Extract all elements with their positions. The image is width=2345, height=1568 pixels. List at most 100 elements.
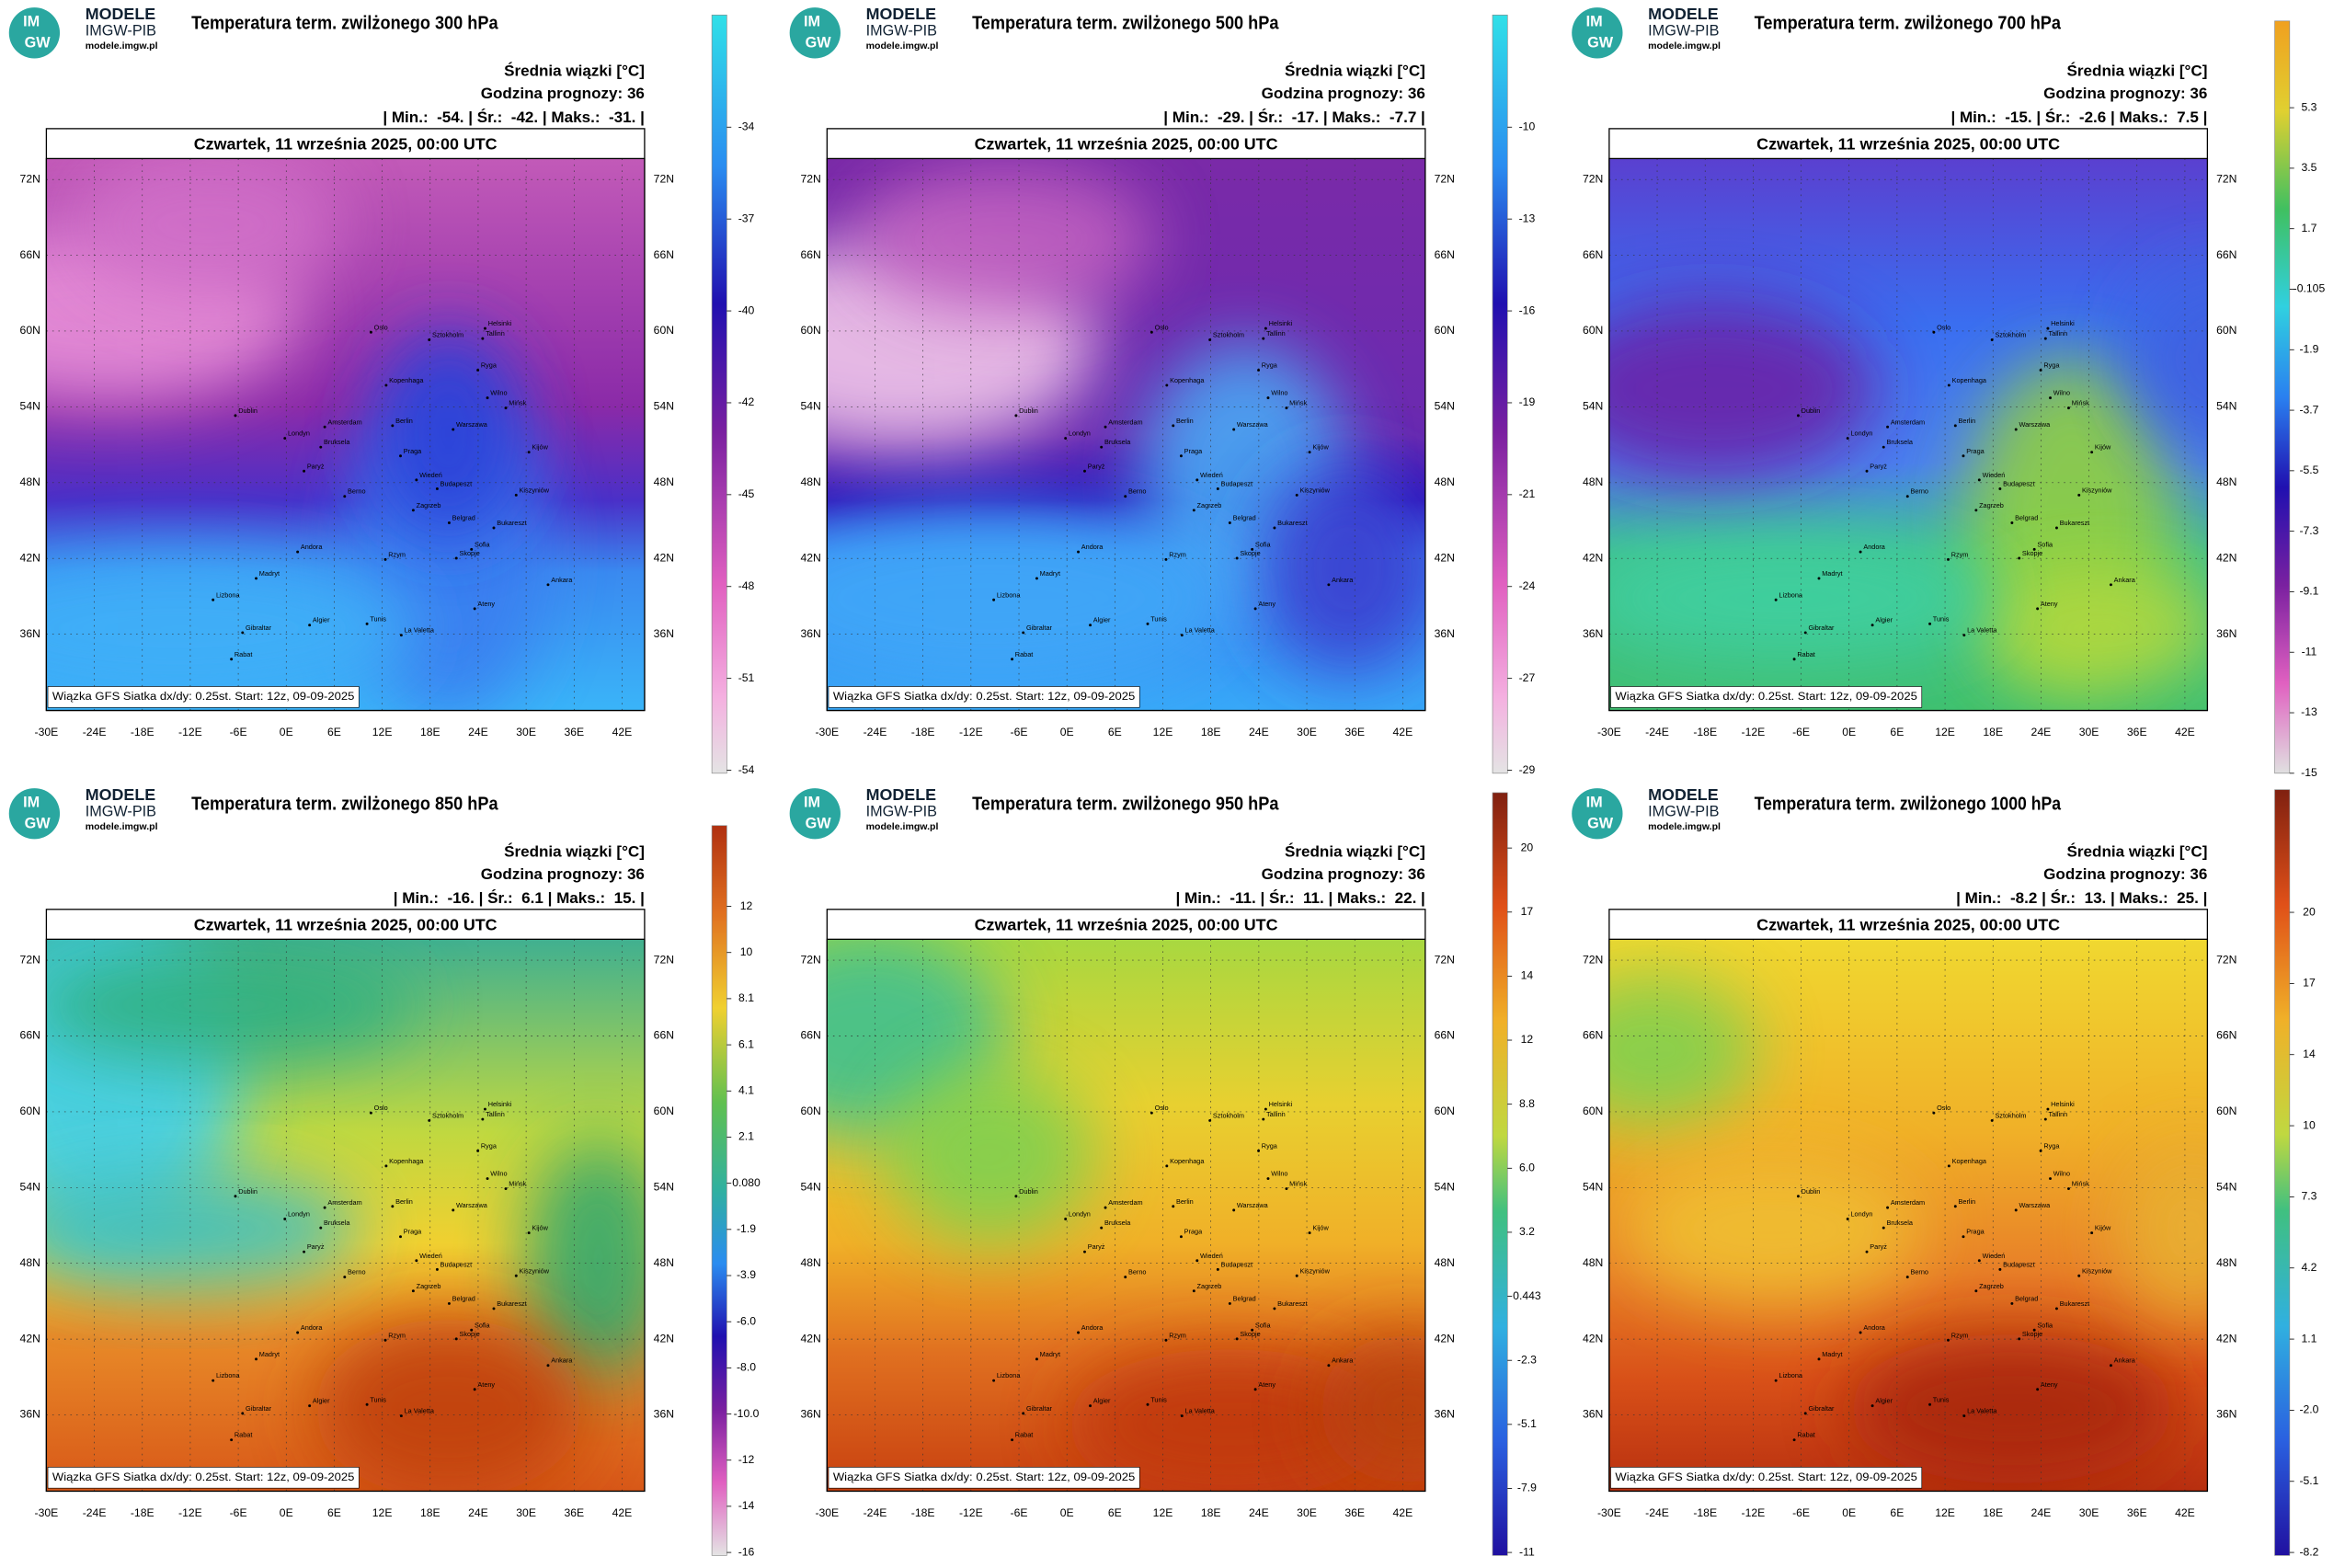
lat-label-right: 60N [2216, 1104, 2236, 1117]
city-label: Kiszyniów [520, 1266, 550, 1275]
lon-label: -6E [1792, 726, 1810, 738]
field-blob [827, 508, 1230, 689]
lat-label-left: 54N [20, 1181, 40, 1194]
city-dot [399, 634, 403, 637]
city-label: Sofia [475, 540, 491, 548]
city-label: Warszawa [2019, 1201, 2051, 1209]
colorbar-label: -8.0 [737, 1361, 756, 1374]
map-border [1608, 157, 2209, 712]
city-label: Ankara [2114, 1356, 2136, 1365]
city-dot [230, 658, 234, 661]
city-label: Kijów [532, 443, 548, 452]
city-label: Ankara [2114, 576, 2136, 584]
city-dot [1150, 1111, 1153, 1115]
city-dot [1266, 396, 1270, 400]
city-label: Dublin [1019, 1187, 1038, 1196]
lat-label-left: 36N [800, 627, 820, 640]
city-dot [399, 1414, 403, 1418]
date-header: Czwartek, 11 września 2025, 00:00 UTC [1756, 915, 2060, 933]
city-label: Tallinn [2049, 329, 2068, 338]
city-dot [2077, 1274, 2081, 1277]
city-label: Tunis [370, 614, 386, 623]
lat-label-right: 54N [2216, 1181, 2236, 1194]
city-label: Londyn [1069, 1210, 1091, 1219]
city-dot [1273, 1307, 1276, 1310]
city-label: Oslo [374, 1104, 388, 1112]
city-dot [383, 1338, 387, 1342]
lon-label: 6E [327, 1506, 341, 1519]
city-dot [2014, 1208, 2018, 1212]
city-label: Skopje [2022, 549, 2042, 557]
city-dot [1882, 1226, 1885, 1230]
city-dot [486, 1177, 489, 1181]
city-label: Wilno [2053, 1170, 2070, 1178]
lon-label: 30E [516, 1506, 536, 1519]
stats: | Min.: -8.2 | Śr.: 13. | Maks.: 25. | [1956, 889, 2207, 907]
city-label: Sofia [1255, 1321, 1272, 1329]
colorbar-label: -11 [2302, 645, 2317, 658]
city-label: Rzym [1951, 1331, 1969, 1339]
city-dot [2032, 547, 2036, 551]
city-dot [1792, 1438, 1796, 1442]
city-dot [230, 1438, 234, 1442]
footer: Wiązka GFS Siatka dx/dy: 0.25st. Start: … [1615, 690, 1917, 703]
city-dot [1180, 634, 1184, 637]
forecast-hour: Godzina prognozy: 36 [481, 85, 645, 102]
lon-label: 18E [1201, 1506, 1221, 1519]
city-label: Tallinn [1266, 1110, 1286, 1118]
lon-label: -24E [83, 726, 107, 738]
city-label: Ateny [1258, 1380, 1275, 1389]
city-dot [2018, 1337, 2021, 1341]
city-dot [483, 326, 486, 330]
city-dot [1928, 622, 1932, 625]
city-dot [1064, 437, 1068, 441]
city-label: Tunis [1150, 614, 1167, 623]
lat-label-left: 54N [1583, 400, 1603, 413]
colorbar-label: -29 [1519, 763, 1536, 776]
city-label: Kiszyniów [1299, 486, 1330, 494]
colorbar-label: -10.0 [734, 1407, 760, 1420]
city-label: Belgrad [1233, 1294, 1256, 1302]
lon-label: 0E [1060, 726, 1074, 738]
city-label: Belgrad [452, 514, 475, 522]
colorbar-label: 8.1 [738, 991, 754, 1004]
city-label: Ateny [1258, 600, 1275, 608]
city-dot [369, 1111, 372, 1115]
city-dot [1172, 1205, 1175, 1208]
city-label: Gibraltar [1808, 624, 1835, 632]
city-label: Ryga [2043, 1141, 2060, 1150]
lat-label-right: 42N [2216, 1332, 2236, 1345]
city-dot [391, 1205, 395, 1208]
city-dot [255, 577, 257, 580]
lat-label-left: 42N [800, 1332, 820, 1345]
lat-label-left: 60N [1583, 1104, 1603, 1117]
city-label: Sofia [475, 1321, 491, 1329]
city-label: Paryż [307, 462, 325, 470]
city-label: Bukareszt [497, 1299, 526, 1308]
lon-label: 12E [372, 1506, 393, 1519]
colorbar-label: -19 [1519, 395, 1536, 408]
lon-label: 18E [420, 1506, 440, 1519]
colorbar-label: -16 [1519, 303, 1536, 316]
city-dot [1285, 406, 1288, 410]
city-dot [486, 396, 489, 400]
city-dot [308, 624, 312, 627]
city-dot [2036, 607, 2040, 611]
city-dot [470, 1328, 474, 1332]
city-label: Mińsk [509, 1180, 526, 1188]
logo-org: IMGW-PIB [86, 22, 156, 39]
lat-label-right: 60N [654, 324, 674, 337]
city-dot [2046, 1107, 2050, 1111]
lat-label-left: 66N [800, 1029, 820, 1042]
lat-label-left: 48N [20, 475, 40, 488]
logo-url: modele.imgw.pl [86, 821, 158, 832]
city-label: Gibraltar [246, 1404, 272, 1413]
lon-label: 0E [1842, 726, 1856, 738]
lon-label: 6E [1890, 726, 1904, 738]
date-header: Czwartek, 11 września 2025, 00:00 UTC [194, 915, 498, 933]
city-dot [1817, 1357, 1821, 1361]
city-dot [2046, 326, 2050, 330]
colorbar-label: -42 [738, 395, 755, 408]
